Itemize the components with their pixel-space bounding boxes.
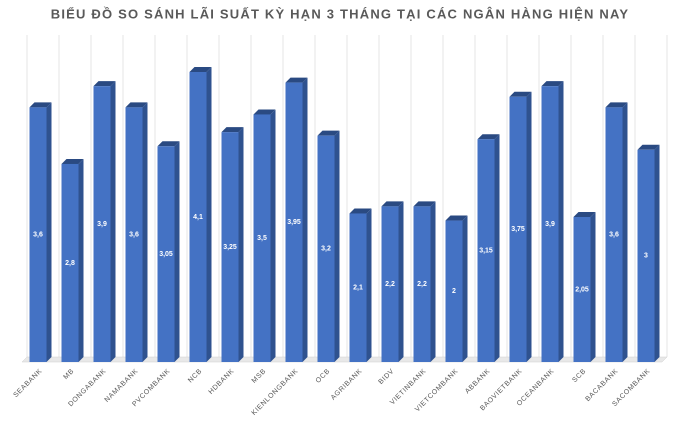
value-label: 3,25 [223, 244, 237, 251]
bar [413, 206, 431, 362]
bar [157, 146, 175, 362]
bar-top [605, 102, 628, 108]
value-label: 3 [644, 253, 648, 260]
value-label: 3,6 [33, 232, 43, 239]
bar [189, 72, 207, 362]
bar [381, 206, 399, 362]
value-label: 2,2 [385, 281, 395, 288]
bar-top [445, 215, 468, 221]
bar-top [93, 81, 116, 87]
bar [605, 107, 623, 363]
bar [125, 107, 143, 363]
value-label: 3,9 [97, 221, 107, 228]
bar-side [206, 67, 212, 362]
bar [541, 86, 559, 363]
value-label: 2,1 [353, 285, 363, 292]
bar-side [430, 201, 436, 362]
value-label: 3,15 [479, 247, 493, 254]
bar [477, 139, 495, 362]
bar-top [349, 208, 372, 214]
bar-side [526, 91, 532, 362]
bar-side [590, 212, 596, 362]
bar-side [302, 77, 308, 363]
bar-top [573, 212, 596, 217]
bar-top [317, 130, 340, 136]
bar-side [558, 81, 564, 363]
bar-top [637, 144, 660, 150]
bar-top [29, 102, 52, 108]
bar-top [381, 201, 404, 207]
bar-top [413, 201, 436, 207]
bar-side [462, 215, 468, 362]
bar-top [157, 141, 180, 147]
bar-side [238, 127, 244, 362]
bar-side [174, 141, 180, 362]
bar-top [221, 127, 244, 133]
value-label: 3,2 [321, 246, 331, 253]
bar-top [253, 109, 276, 115]
value-label: 2,2 [417, 281, 427, 288]
bar-side [142, 102, 148, 363]
bar [93, 86, 111, 363]
bar-side [654, 144, 660, 362]
chart-title: BIỂU ĐỒ SO SÁNH LÃI SUẤT KỲ HẠN 3 THÁNG … [51, 6, 630, 21]
bar-top [189, 67, 212, 72]
bar-side [270, 109, 276, 362]
value-label: 3,9 [545, 221, 555, 228]
bar-side [78, 158, 84, 362]
value-label: 3,75 [511, 226, 525, 233]
bar [573, 217, 591, 362]
bar-top [509, 91, 532, 97]
bar-top [61, 158, 84, 164]
bar-top [125, 102, 148, 108]
bar-top [541, 81, 564, 87]
bar [637, 149, 655, 362]
bar [445, 220, 463, 362]
value-label: 2 [452, 288, 456, 295]
bar-side [494, 134, 500, 362]
bar [61, 163, 79, 362]
value-label: 3,95 [287, 219, 301, 226]
bar-side [366, 208, 372, 362]
bar [285, 82, 303, 363]
bar [317, 135, 335, 362]
value-label: 4,1 [193, 214, 203, 221]
bar [509, 96, 527, 362]
bar-side [110, 81, 116, 363]
bar [349, 213, 367, 362]
value-label: 2,8 [65, 260, 75, 267]
value-label: 3,6 [609, 232, 619, 239]
bar [29, 107, 47, 363]
value-label: 3,5 [257, 235, 267, 242]
bar-side [46, 102, 52, 363]
bar-side [622, 102, 628, 363]
bar [221, 132, 239, 362]
bar-side [334, 130, 340, 362]
bar [253, 114, 271, 362]
bar-top [285, 77, 308, 83]
bar-side [398, 201, 404, 362]
value-label: 2,05 [575, 286, 589, 293]
value-label: 3,05 [159, 251, 173, 258]
floor [21, 356, 668, 363]
value-label: 3,6 [129, 232, 139, 239]
bar-top [477, 134, 500, 140]
